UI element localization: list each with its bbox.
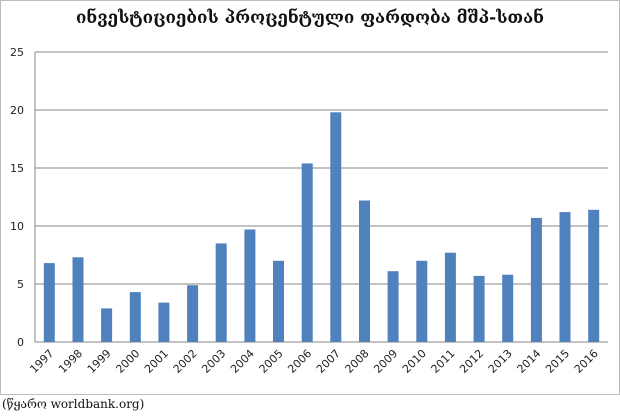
x-tick-label: 2010 [400,347,429,376]
y-tick-label: 25 [10,46,24,59]
x-tick-label: 2015 [543,347,572,376]
bar-1998 [72,257,84,342]
x-tick-label: 1999 [85,347,114,376]
bar-2005 [273,260,284,342]
x-tick-label: 2006 [285,347,314,376]
bar-2006 [301,163,313,342]
bar-2015 [559,212,571,342]
x-tick-label: 2008 [343,347,372,376]
bar-2011 [444,252,456,342]
bar-1997 [43,263,55,342]
bar-2016 [588,209,600,342]
bar-2010 [416,260,428,342]
source-note: (წყარო worldbank.org) [2,397,145,411]
x-tick-label: 2000 [113,347,142,376]
y-tick-label: 20 [10,104,24,117]
bar-2004 [244,229,256,342]
x-tick-label: 2002 [171,347,200,376]
x-tick-label: 2003 [199,347,228,376]
gridlines [34,51,608,343]
y-tick-label: 10 [10,220,24,233]
x-tick-labels: 1997 1998 1999 2000 2001 2002 2003 2004 2005 2006… [27,347,600,376]
x-tick-label: 2005 [257,347,286,376]
chart-title: ინვესტიციების პროცენტული ფარდობა მშპ-სთა… [75,8,545,28]
bar-2012 [473,275,485,342]
x-tick-label: 2011 [429,347,458,376]
x-tick-label: 2013 [486,347,515,376]
bar-2007 [330,112,342,342]
bar-2003 [215,243,227,342]
bar-2000 [129,292,141,342]
y-tick-label: 15 [10,162,24,175]
x-tick-label: 2012 [457,347,486,376]
x-tick-label: 2014 [515,347,544,376]
x-tick-label: 2009 [371,347,400,376]
y-tick-label: 5 [17,278,24,291]
x-tick-label: 2016 [572,347,601,376]
bar-2014 [530,217,542,342]
y-tick-label: 0 [17,336,24,349]
bar-2008 [359,200,370,342]
x-tick-label: 2007 [314,347,343,376]
bar-2013 [502,274,514,342]
x-tick-label: 2001 [142,347,171,376]
x-tick-label: 1997 [27,347,56,376]
bars [43,112,600,342]
y-tick-labels: 0 5 10 15 20 25 [10,46,24,349]
bar-2009 [387,271,399,342]
x-tick-label: 2004 [228,347,257,376]
bar-2001 [158,302,170,342]
bar-2002 [187,285,199,342]
x-tick-label: 1998 [56,347,85,376]
bar-1999 [101,308,113,342]
